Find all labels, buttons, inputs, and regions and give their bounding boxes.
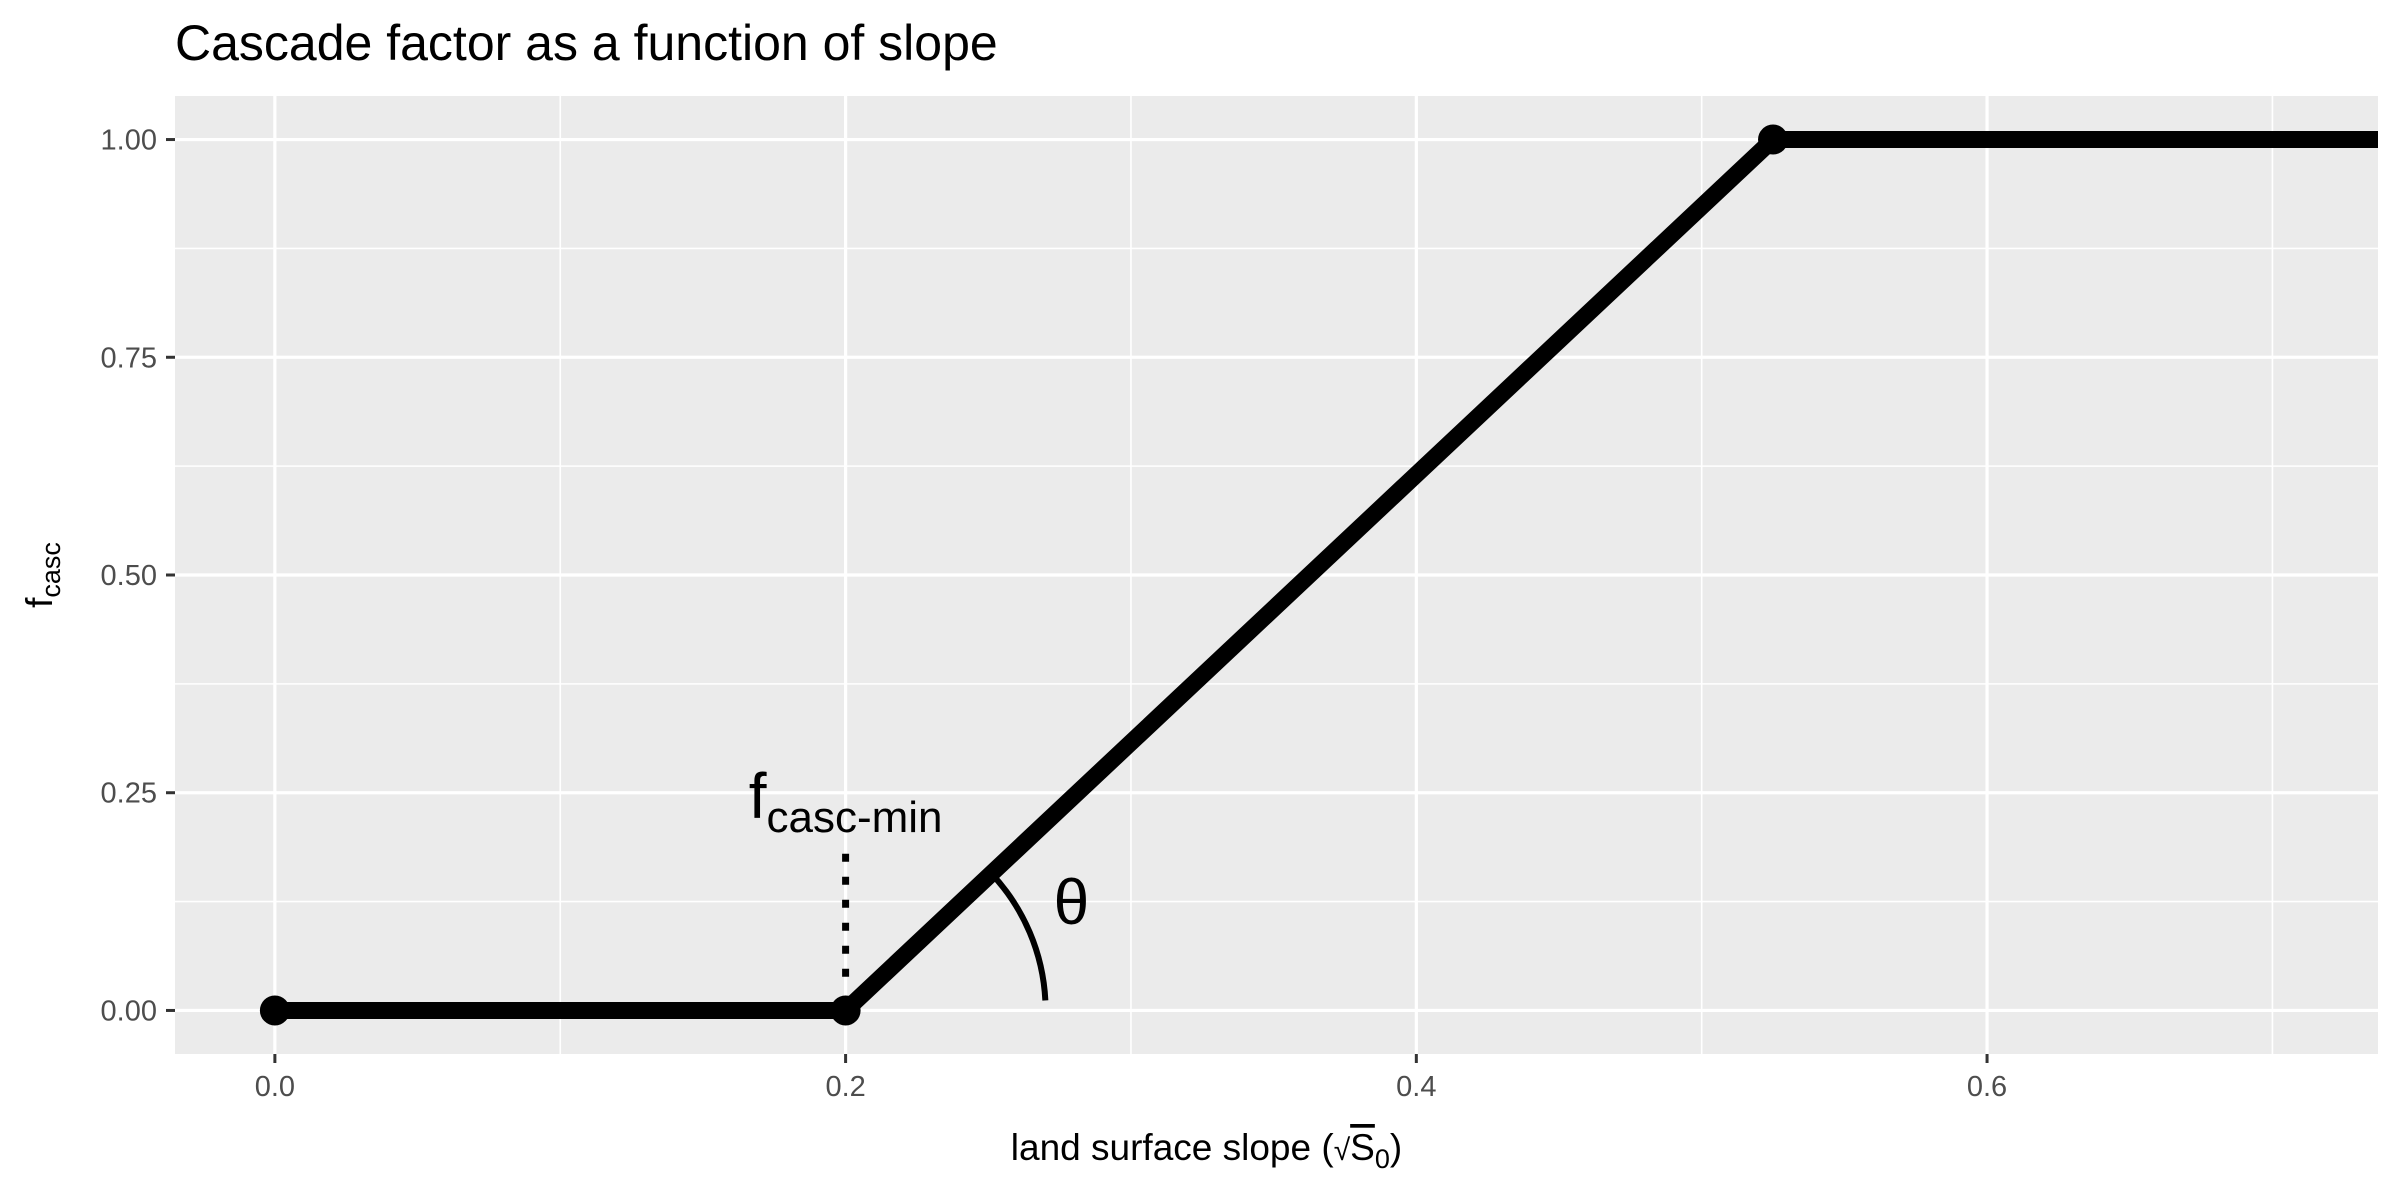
theta-label: θ: [1054, 866, 1090, 938]
x-tick-label-0: 0.0: [255, 1071, 295, 1103]
y-tick-label-3: 0.75: [101, 342, 157, 374]
y-tick-label-1: 0.25: [101, 778, 157, 810]
series-layer: [274, 131, 2378, 1019]
x-axis: 0.0 0.2 0.4 0.6: [255, 1054, 2007, 1103]
y-tick-label-2: 0.50: [101, 560, 157, 592]
angle-arc: [989, 871, 1049, 1001]
x-tick-label-3: 0.6: [1967, 1071, 2007, 1103]
annotations: θ fcasc-min: [749, 760, 1090, 1001]
y-tick-label-4: 1.00: [101, 125, 157, 157]
fcasc-min-label-base: f: [749, 760, 767, 832]
x-axis-title-prefix: land surface slope (: [1011, 1127, 1335, 1168]
y-axis: 0.00 0.25 0.50 0.75 1.00: [101, 125, 175, 1027]
y-axis-title: fcasc: [19, 542, 66, 608]
x-tick-label-2: 0.4: [1396, 1071, 1436, 1103]
points-layer: [259, 124, 1789, 1026]
x-axis-title-symbol: S: [1350, 1127, 1375, 1168]
x-axis-title-radical: √: [1334, 1134, 1351, 1167]
y-axis-title-subscript: casc: [36, 542, 66, 598]
chart-title: Cascade factor as a function of slope: [175, 15, 998, 71]
data-point-1: [830, 995, 861, 1026]
x-axis-title-suffix: ): [1390, 1127, 1402, 1168]
data-point-2: [1758, 124, 1789, 155]
x-axis-title-subscript: 0: [1375, 1144, 1390, 1174]
y-tick-label-0: 0.00: [101, 995, 157, 1027]
series-line: [274, 131, 2378, 1019]
y-axis-title-base: f: [19, 597, 60, 608]
data-point-0: [259, 995, 290, 1026]
x-axis-title: land surface slope (√S0): [1011, 1127, 1402, 1174]
fcasc-min-label: fcasc-min: [749, 760, 943, 842]
major-grid: [175, 96, 2378, 1054]
x-tick-label-1: 0.2: [825, 1071, 865, 1103]
fcasc-min-label-subscript: casc-min: [766, 793, 942, 842]
